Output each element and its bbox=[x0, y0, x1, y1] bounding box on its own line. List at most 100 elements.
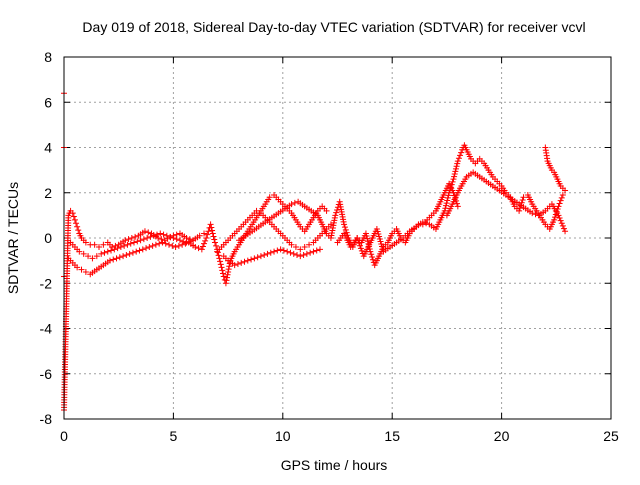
data-point bbox=[152, 241, 159, 248]
y-tick-label: -6 bbox=[40, 366, 53, 382]
x-tick-labels: 0 5 10 15 20 25 bbox=[60, 428, 619, 444]
data-point bbox=[362, 230, 369, 237]
data-series-sdtvar bbox=[61, 90, 569, 413]
data-point bbox=[520, 194, 527, 201]
data-point bbox=[343, 229, 350, 236]
data-point bbox=[369, 256, 376, 263]
data-point bbox=[446, 189, 453, 196]
data-point bbox=[356, 240, 363, 247]
data-point bbox=[162, 240, 169, 247]
data-point bbox=[224, 271, 231, 278]
data-point bbox=[555, 212, 562, 219]
data-point bbox=[117, 244, 124, 251]
data-point bbox=[101, 249, 108, 256]
data-point bbox=[446, 187, 453, 194]
data-point bbox=[100, 241, 107, 248]
data-point bbox=[287, 249, 294, 256]
data-point bbox=[376, 233, 383, 240]
data-point bbox=[266, 194, 273, 201]
x-tick-label: 25 bbox=[603, 428, 619, 444]
data-point bbox=[89, 255, 96, 262]
data-point bbox=[217, 258, 224, 265]
data-point bbox=[201, 240, 208, 247]
data-point bbox=[369, 254, 376, 261]
data-point bbox=[106, 257, 113, 264]
data-point bbox=[159, 239, 166, 246]
data-point bbox=[71, 216, 78, 223]
y-tick-label: 0 bbox=[44, 230, 52, 246]
data-point bbox=[195, 245, 202, 252]
data-point bbox=[108, 247, 115, 254]
data-point bbox=[75, 227, 82, 234]
data-point bbox=[238, 259, 245, 266]
data-point bbox=[158, 236, 165, 243]
data-point bbox=[220, 273, 227, 280]
data-point bbox=[357, 242, 364, 249]
data-point bbox=[558, 194, 565, 201]
data-point bbox=[82, 268, 89, 275]
data-point bbox=[288, 241, 295, 248]
data-point bbox=[532, 211, 539, 218]
data-point bbox=[225, 266, 232, 273]
data-point bbox=[196, 232, 203, 239]
data-point bbox=[156, 240, 163, 247]
data-point bbox=[292, 244, 299, 251]
data-point bbox=[219, 270, 226, 277]
data-point bbox=[217, 261, 224, 268]
data-point bbox=[248, 256, 255, 263]
x-axis-label: GPS time / hours bbox=[281, 457, 388, 473]
data-point bbox=[455, 155, 462, 162]
data-point bbox=[297, 246, 304, 253]
data-point bbox=[364, 235, 371, 242]
data-point bbox=[203, 235, 210, 241]
data-point bbox=[234, 261, 241, 268]
data-point bbox=[458, 149, 465, 156]
plot-frame bbox=[63, 56, 612, 420]
data-point bbox=[215, 252, 222, 259]
data-point bbox=[173, 236, 180, 243]
data-point bbox=[364, 238, 371, 245]
data-point bbox=[120, 253, 127, 260]
data-point bbox=[126, 250, 133, 257]
data-point bbox=[562, 228, 569, 235]
data-point bbox=[150, 232, 157, 239]
y-tick-label: 4 bbox=[44, 140, 52, 156]
data-point bbox=[73, 220, 80, 227]
data-point bbox=[145, 229, 152, 236]
data-point bbox=[451, 171, 458, 178]
y-tick-label: -4 bbox=[40, 321, 53, 337]
data-point bbox=[562, 187, 569, 194]
data-point bbox=[141, 228, 148, 235]
data-point bbox=[449, 178, 456, 185]
data-point bbox=[261, 251, 268, 258]
data-point bbox=[306, 241, 313, 248]
data-point bbox=[257, 253, 264, 260]
data-point bbox=[198, 246, 205, 253]
data-point bbox=[557, 217, 564, 224]
data-point bbox=[290, 250, 297, 257]
data-point bbox=[450, 176, 457, 183]
x-tick-label: 10 bbox=[275, 428, 291, 444]
data-point bbox=[114, 245, 121, 252]
data-point bbox=[301, 244, 308, 251]
data-point bbox=[444, 194, 451, 201]
data-point bbox=[122, 237, 129, 244]
data-point bbox=[559, 222, 566, 229]
data-point bbox=[559, 192, 566, 199]
data-point bbox=[454, 203, 461, 210]
y-tick-labels: -8 -6 -4 -2 0 2 4 6 8 bbox=[40, 49, 53, 427]
data-point bbox=[241, 258, 248, 265]
data-point bbox=[452, 165, 459, 172]
data-point bbox=[179, 241, 186, 248]
data-point bbox=[373, 225, 380, 232]
data-point bbox=[192, 244, 199, 251]
data-point bbox=[85, 253, 92, 260]
data-point bbox=[332, 212, 339, 219]
data-point bbox=[155, 235, 162, 241]
data-point bbox=[210, 233, 217, 240]
data-point bbox=[288, 201, 295, 208]
data-point bbox=[125, 236, 132, 243]
data-point bbox=[519, 196, 526, 203]
